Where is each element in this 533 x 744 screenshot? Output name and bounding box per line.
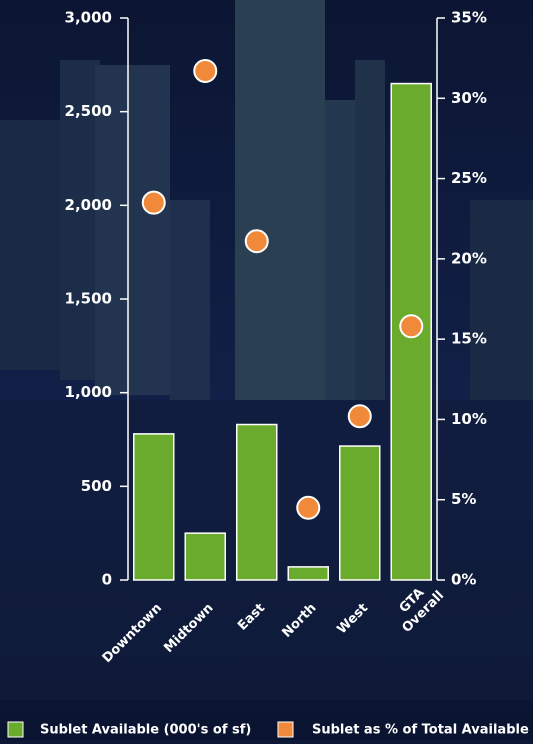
- point: [297, 497, 319, 519]
- y-tick-label: 1,500: [65, 290, 112, 308]
- y-tick-label: 500: [81, 477, 112, 495]
- legend-swatch: [278, 722, 293, 737]
- legend-label: Sublet Available (000's of sf): [40, 723, 251, 738]
- bar: [134, 434, 174, 580]
- legend-swatch: [8, 722, 23, 737]
- y2-tick-label: 15%: [451, 330, 487, 348]
- point: [349, 405, 371, 427]
- y2-tick-label: 25%: [451, 169, 487, 187]
- y2-tick-label: 20%: [451, 249, 487, 267]
- y-tick-label: 3,000: [65, 9, 112, 27]
- point: [246, 230, 268, 252]
- bar: [340, 446, 380, 580]
- y-tick-label: 1,000: [65, 383, 112, 401]
- y-tick-label: 2,500: [65, 102, 112, 120]
- legend-label: Sublet as % of Total Available: [312, 723, 529, 738]
- y2-tick-label: 10%: [451, 410, 487, 428]
- point: [194, 60, 216, 82]
- bar: [288, 567, 328, 580]
- y2-tick-label: 0%: [451, 571, 476, 589]
- y-tick-label: 0: [102, 571, 112, 589]
- y2-tick-label: 5%: [451, 490, 476, 508]
- y-tick-label: 2,000: [65, 196, 112, 214]
- bar: [185, 533, 225, 580]
- y2-tick-label: 30%: [451, 89, 487, 107]
- bar: [237, 425, 277, 580]
- point: [143, 192, 165, 214]
- y2-tick-label: 35%: [451, 9, 487, 27]
- point: [400, 315, 422, 337]
- chart: 0 500 1,000 1,500 2,000 2,500 3,000 0% 5% 10% 15% 2…: [0, 0, 533, 740]
